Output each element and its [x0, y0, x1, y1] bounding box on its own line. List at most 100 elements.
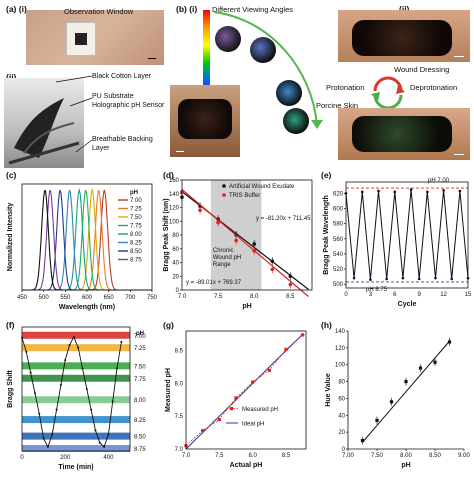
- data-point: [46, 445, 49, 448]
- ideal-line: [185, 333, 304, 450]
- data-point: [450, 277, 454, 281]
- legend-label: Artificial Wound Exudate: [229, 184, 295, 190]
- pu-substrate-label: PU Substrate Holographic pH Sensor: [92, 93, 165, 109]
- data-point: [72, 335, 75, 338]
- ph-band: [22, 432, 130, 440]
- data-point: [409, 188, 413, 191]
- data-point: [33, 392, 36, 395]
- bragg-shift-chart: 0 20 40 60 80 100 120 140 160 7.0 7.5 8.0 8.5 pH Bragg…: [163, 178, 313, 310]
- x-axis-label: Time (min): [58, 464, 93, 471]
- x-tick-label: 750: [147, 295, 158, 301]
- y-tick-label: 540: [333, 252, 344, 258]
- data-point: [90, 408, 93, 411]
- viewing-angles-label: Different Viewing Angles: [212, 5, 294, 14]
- data-point: [51, 433, 54, 436]
- shaded-label-1: Chronic: [213, 248, 234, 254]
- shaded-label-3: Range: [213, 262, 231, 268]
- protonation-label: Protonation: [326, 83, 365, 92]
- y-tick-label: 620: [333, 191, 344, 197]
- data-point: [434, 276, 437, 280]
- data-point: [377, 189, 380, 193]
- y-tick-label: 100: [335, 363, 346, 369]
- x-tick-label: 400: [103, 455, 114, 461]
- data-point: [77, 346, 80, 349]
- data-point: [81, 367, 84, 370]
- sensor-disc-1: [215, 26, 241, 52]
- y-tick-label: 100: [169, 219, 180, 225]
- cotton-fiber-drawing: [8, 98, 80, 165]
- data-point: [442, 189, 445, 192]
- data-point: [426, 190, 429, 194]
- y-tick-label: 600: [333, 207, 344, 213]
- plot-frame: [345, 181, 469, 289]
- wound-photo-b-i: [170, 85, 240, 157]
- legend-label: 7.00: [130, 198, 142, 204]
- band-label: 8.25: [134, 418, 146, 424]
- time-trace: [21, 335, 122, 449]
- ph-band: [22, 331, 130, 339]
- porcine-skin-label: Porcine Skin: [316, 101, 359, 110]
- data-point: [301, 333, 305, 337]
- measured-line: [185, 334, 303, 446]
- fit-equation-black: y = -81.20x + 711.45: [256, 216, 311, 222]
- x-tick-label: 7.5: [215, 453, 224, 459]
- legend-label: 7.50: [130, 215, 142, 221]
- data-point: [252, 249, 257, 253]
- data-point: [42, 437, 45, 440]
- sensor-disc-3: [276, 80, 302, 106]
- band-label: 7.25: [134, 346, 146, 352]
- data-point: [270, 259, 275, 263]
- legend-label: 8.00: [130, 232, 142, 238]
- data-point: [94, 429, 97, 432]
- ph-band: [22, 445, 130, 453]
- x-tick-label: 8.50: [429, 453, 441, 459]
- x-tick-label: 450: [17, 295, 28, 301]
- hue-chart: 0 20 40 60 80 100 120 140 7.00 7.50 8.00 8.50 9.00 pH…: [325, 329, 470, 469]
- color-gradient-bar: [203, 10, 210, 98]
- y-axis-label: Bragg Peak Wavelength: [323, 195, 330, 275]
- y-axis-label: Measured pH: [165, 368, 172, 412]
- x-tick-label: 200: [60, 455, 71, 461]
- x-tick-label: 500: [39, 295, 50, 301]
- legend-label: 8.25: [130, 241, 142, 247]
- data-point: [352, 276, 356, 280]
- plot-frame: [185, 330, 307, 450]
- data-point: [55, 408, 58, 411]
- x-tick-label: 7.0: [182, 453, 191, 459]
- observation-window: [66, 22, 96, 56]
- band-label: 8.75: [134, 447, 146, 453]
- y-tick-label: 520: [333, 267, 344, 273]
- x-tick-label: 7.5: [214, 294, 223, 300]
- y-tick-label: 80: [338, 380, 345, 386]
- legend-title: pH: [136, 331, 144, 337]
- ph-band: [22, 416, 130, 424]
- measured-ph-chart: 7.0 7.5 8.0 8.5 7.0 7.5 8.0 8.5 Actual pH Measure…: [165, 330, 307, 469]
- x-tick-label: 7.0: [178, 294, 187, 300]
- data-point: [216, 220, 220, 225]
- y-tick-label: 80: [172, 233, 179, 239]
- x-tick-label: 600: [82, 295, 93, 301]
- x-axis-label: pH: [242, 303, 251, 310]
- data-point: [385, 277, 388, 281]
- legend-label: TRIS Buffer: [229, 193, 260, 199]
- data-point: [68, 344, 71, 347]
- x-axis-label: Cycle: [398, 301, 417, 308]
- ph-band: [22, 362, 130, 370]
- data-point: [389, 400, 394, 404]
- y-tick-label: 7.0: [175, 447, 184, 453]
- y-tick-label: 40: [172, 261, 179, 267]
- y-tick-label: 140: [169, 192, 180, 198]
- panel-label-d: (d): [163, 170, 174, 180]
- data-point: [284, 347, 288, 351]
- x-axis-label: pH: [401, 462, 410, 469]
- wound-photo-b-ii-bottom: [338, 108, 470, 160]
- data-point: [111, 400, 114, 403]
- y-tick-label: 8.0: [175, 381, 184, 387]
- data-point: [234, 238, 238, 243]
- y-tick-label: 580: [333, 222, 344, 228]
- band-label: 7.00: [134, 334, 146, 340]
- y-tick-label: 7.5: [175, 414, 184, 420]
- y-tick-label: 60: [338, 396, 345, 402]
- y-tick-label: 120: [169, 206, 180, 212]
- wound-dressing-label: Wound Dressing: [394, 65, 450, 74]
